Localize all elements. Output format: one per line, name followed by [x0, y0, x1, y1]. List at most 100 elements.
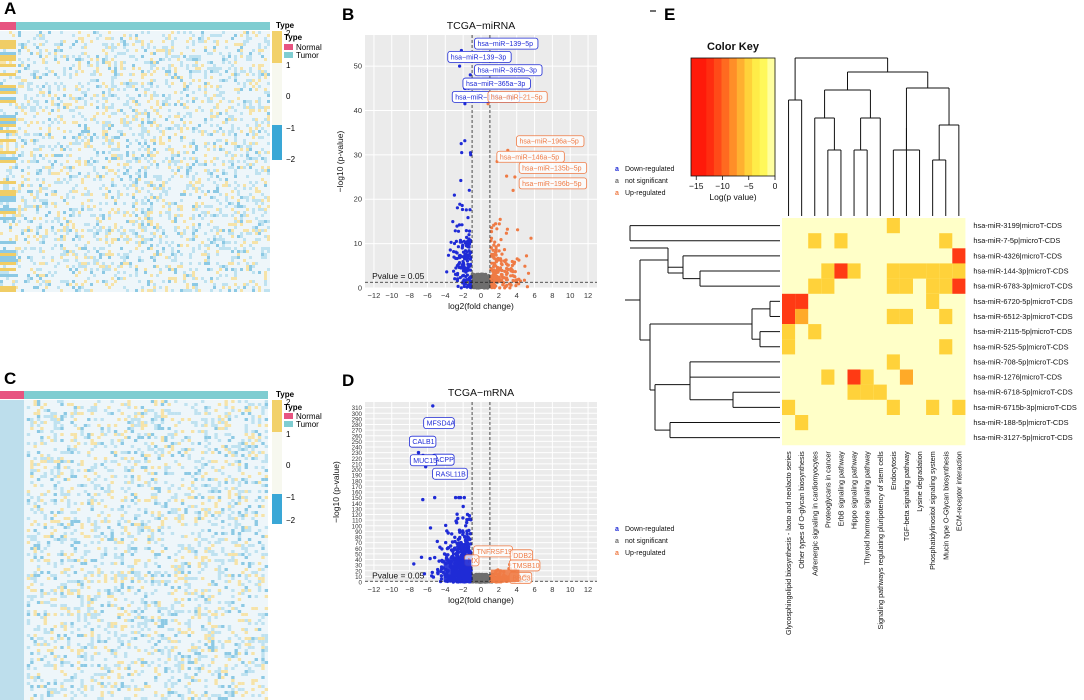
heat-cell [261, 613, 265, 616]
heat-cell [201, 577, 205, 580]
heat-cell [207, 247, 210, 250]
heat-cell [157, 565, 161, 568]
heat-cell [39, 217, 42, 220]
heat-cell [57, 538, 61, 541]
heat-cell [234, 664, 238, 667]
heat-cell [168, 115, 171, 118]
heat-cell [46, 457, 51, 460]
heat-cell [36, 52, 39, 55]
heat-cell [204, 280, 207, 283]
heat-cell [157, 601, 161, 604]
heat-cell [153, 175, 156, 178]
heat-cell [170, 646, 175, 649]
heat-cell [251, 679, 255, 682]
heat-cell [252, 229, 255, 232]
heat-cell [221, 646, 225, 649]
heat-cell [180, 655, 185, 658]
heat-cell [144, 595, 148, 598]
heat-cell [97, 514, 101, 517]
heat-cell [207, 484, 212, 487]
heat-cell [63, 661, 67, 664]
heat-cell [54, 55, 57, 58]
heat-cell [96, 100, 99, 103]
heat-cell [123, 82, 126, 85]
heat-cell [137, 448, 141, 451]
heat-cell [216, 94, 219, 97]
heat-cell [204, 70, 207, 73]
heat-cell [51, 220, 54, 223]
heat-cell [134, 670, 138, 673]
heat-cell [73, 541, 78, 544]
heat-cell [183, 193, 186, 196]
heat-cell [180, 598, 185, 601]
heat-cell [78, 124, 81, 127]
heat-cell [57, 46, 60, 49]
heat-cell [189, 262, 192, 265]
heat-cell [264, 526, 269, 529]
heat-cell [147, 154, 150, 157]
heat-cell [237, 127, 240, 130]
heat-cell [0, 181, 16, 184]
heat-cell [42, 280, 45, 283]
heat-cell [99, 208, 102, 211]
heat-cell [201, 463, 205, 466]
heat-cell [227, 658, 232, 661]
heat-cell [124, 403, 128, 406]
heat-cell [63, 70, 66, 73]
heat-cell [217, 697, 222, 700]
heat-cell [33, 571, 37, 574]
heat-cell [227, 463, 232, 466]
heat-cell [107, 592, 111, 595]
heat-cell [26, 673, 31, 676]
heat-cell [165, 103, 168, 106]
heat-cell [150, 151, 153, 154]
heat-cell [240, 244, 243, 247]
heat-cell [50, 511, 54, 514]
heat-cell [63, 238, 66, 241]
heat-cell [201, 556, 205, 559]
heat-cell [30, 583, 34, 586]
heat-cell [254, 622, 258, 625]
heat-cell [135, 199, 138, 202]
heat-cell [254, 499, 258, 502]
heat-cell [57, 229, 60, 232]
heat-cell [134, 523, 138, 526]
heat-cell [40, 406, 44, 409]
heat-cell [240, 67, 243, 70]
heat-cell [72, 226, 75, 229]
heat-cell [244, 490, 248, 493]
heat-cell [60, 622, 64, 625]
heat-cell [81, 106, 84, 109]
heat-cell [36, 208, 39, 211]
heat-cell [221, 571, 225, 574]
heat-cell [9, 76, 12, 79]
heat-cell [214, 553, 218, 556]
heat-cell [78, 106, 81, 109]
heat-cell [60, 100, 63, 103]
heat-cell [194, 472, 198, 475]
heat-cell [113, 622, 118, 625]
heat-cell [171, 148, 174, 151]
heat-cell [96, 259, 99, 262]
heat-cell [222, 214, 225, 217]
heat-cell [224, 568, 228, 571]
heat-cell [147, 634, 151, 637]
heat-cell [144, 592, 148, 595]
heat-cell [244, 631, 248, 634]
heat-cell [213, 196, 216, 199]
heat-cell [53, 514, 57, 517]
heat-cell [234, 220, 237, 223]
heat-cell [168, 244, 171, 247]
heat-cell [137, 631, 141, 634]
panel-c-tumor-bar [24, 391, 268, 399]
heat-cell [165, 118, 168, 121]
heat-cell [159, 226, 162, 229]
heat-cell [73, 409, 78, 412]
heat-cell [27, 160, 30, 163]
heat-cell [201, 667, 205, 670]
heat-cell [93, 472, 98, 475]
heat-cell [77, 616, 81, 619]
heat-cell [33, 553, 37, 556]
heat-cell [258, 103, 261, 106]
heat-cell [140, 421, 145, 424]
